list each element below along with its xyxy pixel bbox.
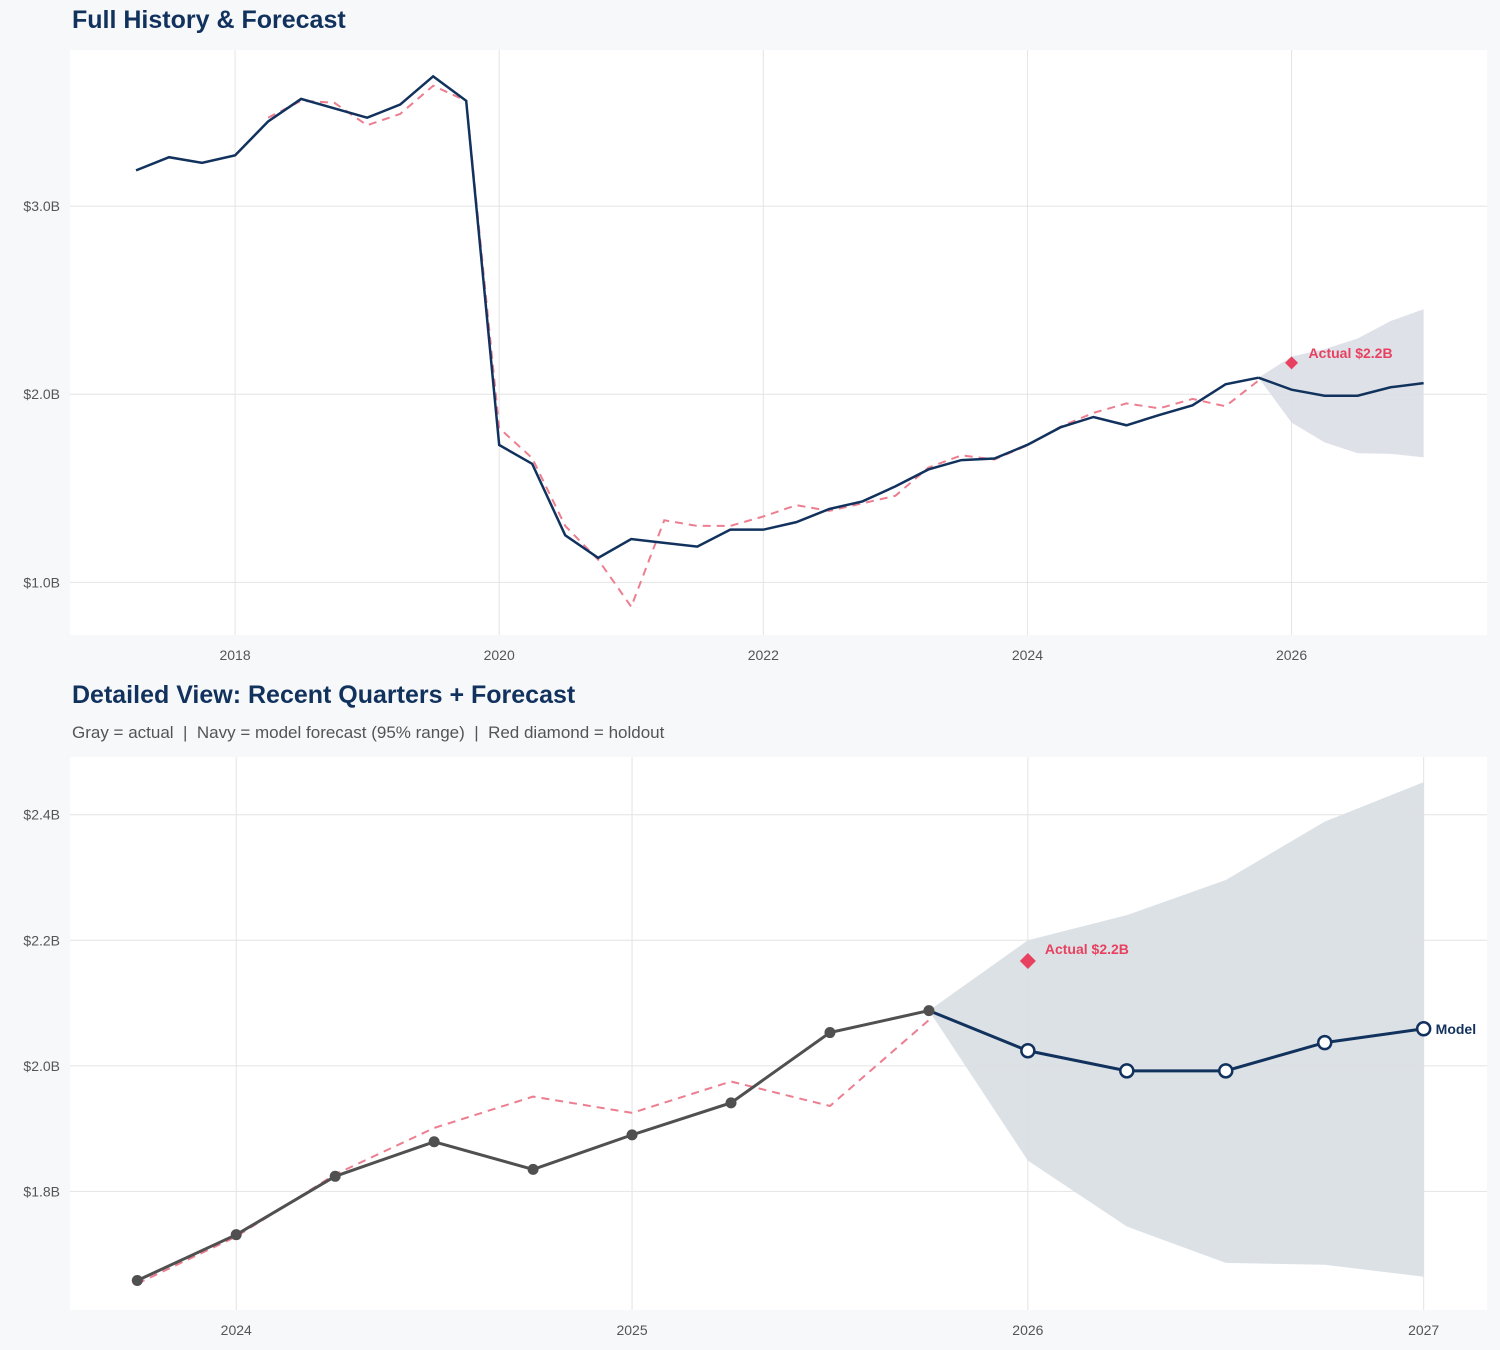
- y-tick-label: $1.0B: [23, 574, 60, 590]
- fitted-line: [267, 84, 1260, 609]
- y-tick-label: $2.4B: [23, 807, 60, 823]
- actual-point: [824, 1027, 836, 1039]
- actual-point: [230, 1229, 242, 1241]
- forecast-point: [1119, 1063, 1135, 1079]
- bottom-chart-subtitle: Gray = actual | Navy = model forecast (9…: [72, 723, 665, 742]
- forecast-band-95: [1258, 309, 1424, 458]
- actual-point: [428, 1136, 440, 1148]
- actual-point: [131, 1274, 143, 1286]
- x-tick-label: 2022: [748, 647, 779, 663]
- actual-point: [923, 1005, 935, 1017]
- x-tick-label: 2020: [484, 647, 515, 663]
- holdout-diamond: [1285, 356, 1299, 370]
- bottom-chart-title: Detailed View: Recent Quarters + Forecas…: [72, 681, 576, 709]
- y-tick-label: $2.0B: [23, 1058, 60, 1074]
- x-tick-label: 2026: [1012, 1322, 1043, 1338]
- forecast-point: [1020, 1043, 1036, 1059]
- forecast-band-95: [928, 782, 1424, 1277]
- model-end-label: Model: [1436, 1021, 1476, 1037]
- holdout-diamond: [1019, 953, 1036, 970]
- x-tick-label: 2024: [221, 1322, 252, 1338]
- plot-area: [70, 50, 1487, 635]
- top-chart-title: Full History & Forecast: [72, 6, 346, 34]
- holdout-label: Actual $2.2B: [1309, 345, 1393, 361]
- actual-point: [329, 1170, 341, 1182]
- x-tick-label: 2024: [1012, 647, 1043, 663]
- y-tick-label: $2.2B: [23, 932, 60, 948]
- forecast-point: [1218, 1063, 1234, 1079]
- holdout-label: Actual $2.2B: [1045, 941, 1129, 957]
- fitted-line: [136, 1019, 930, 1285]
- x-tick-label: 2025: [616, 1322, 647, 1338]
- actual-point: [527, 1163, 539, 1175]
- y-tick-label: $3.0B: [23, 198, 60, 214]
- forecast-line: [928, 1009, 1424, 1073]
- forecast-line: [1258, 376, 1424, 397]
- actual-line: [135, 74, 1259, 560]
- x-tick-label: 2026: [1276, 647, 1307, 663]
- actual-point: [626, 1129, 638, 1141]
- y-tick-label: $2.0B: [23, 386, 60, 402]
- x-tick-label: 2018: [219, 647, 250, 663]
- bottom-chart: $1.8B $2.0B $2.2B $2.4B 2024 2025 2026 2027 Mode…: [23, 757, 1487, 1338]
- x-tick-label: 2027: [1408, 1322, 1439, 1338]
- y-tick-label: $1.8B: [23, 1183, 60, 1199]
- actual-point: [725, 1097, 737, 1109]
- forecast-point: [1316, 1034, 1333, 1051]
- forecast-point: [1415, 1021, 1432, 1037]
- top-chart: $1.0B $2.0B $3.0B 2018 2020 2022 2024 2026 Actua…: [23, 50, 1487, 663]
